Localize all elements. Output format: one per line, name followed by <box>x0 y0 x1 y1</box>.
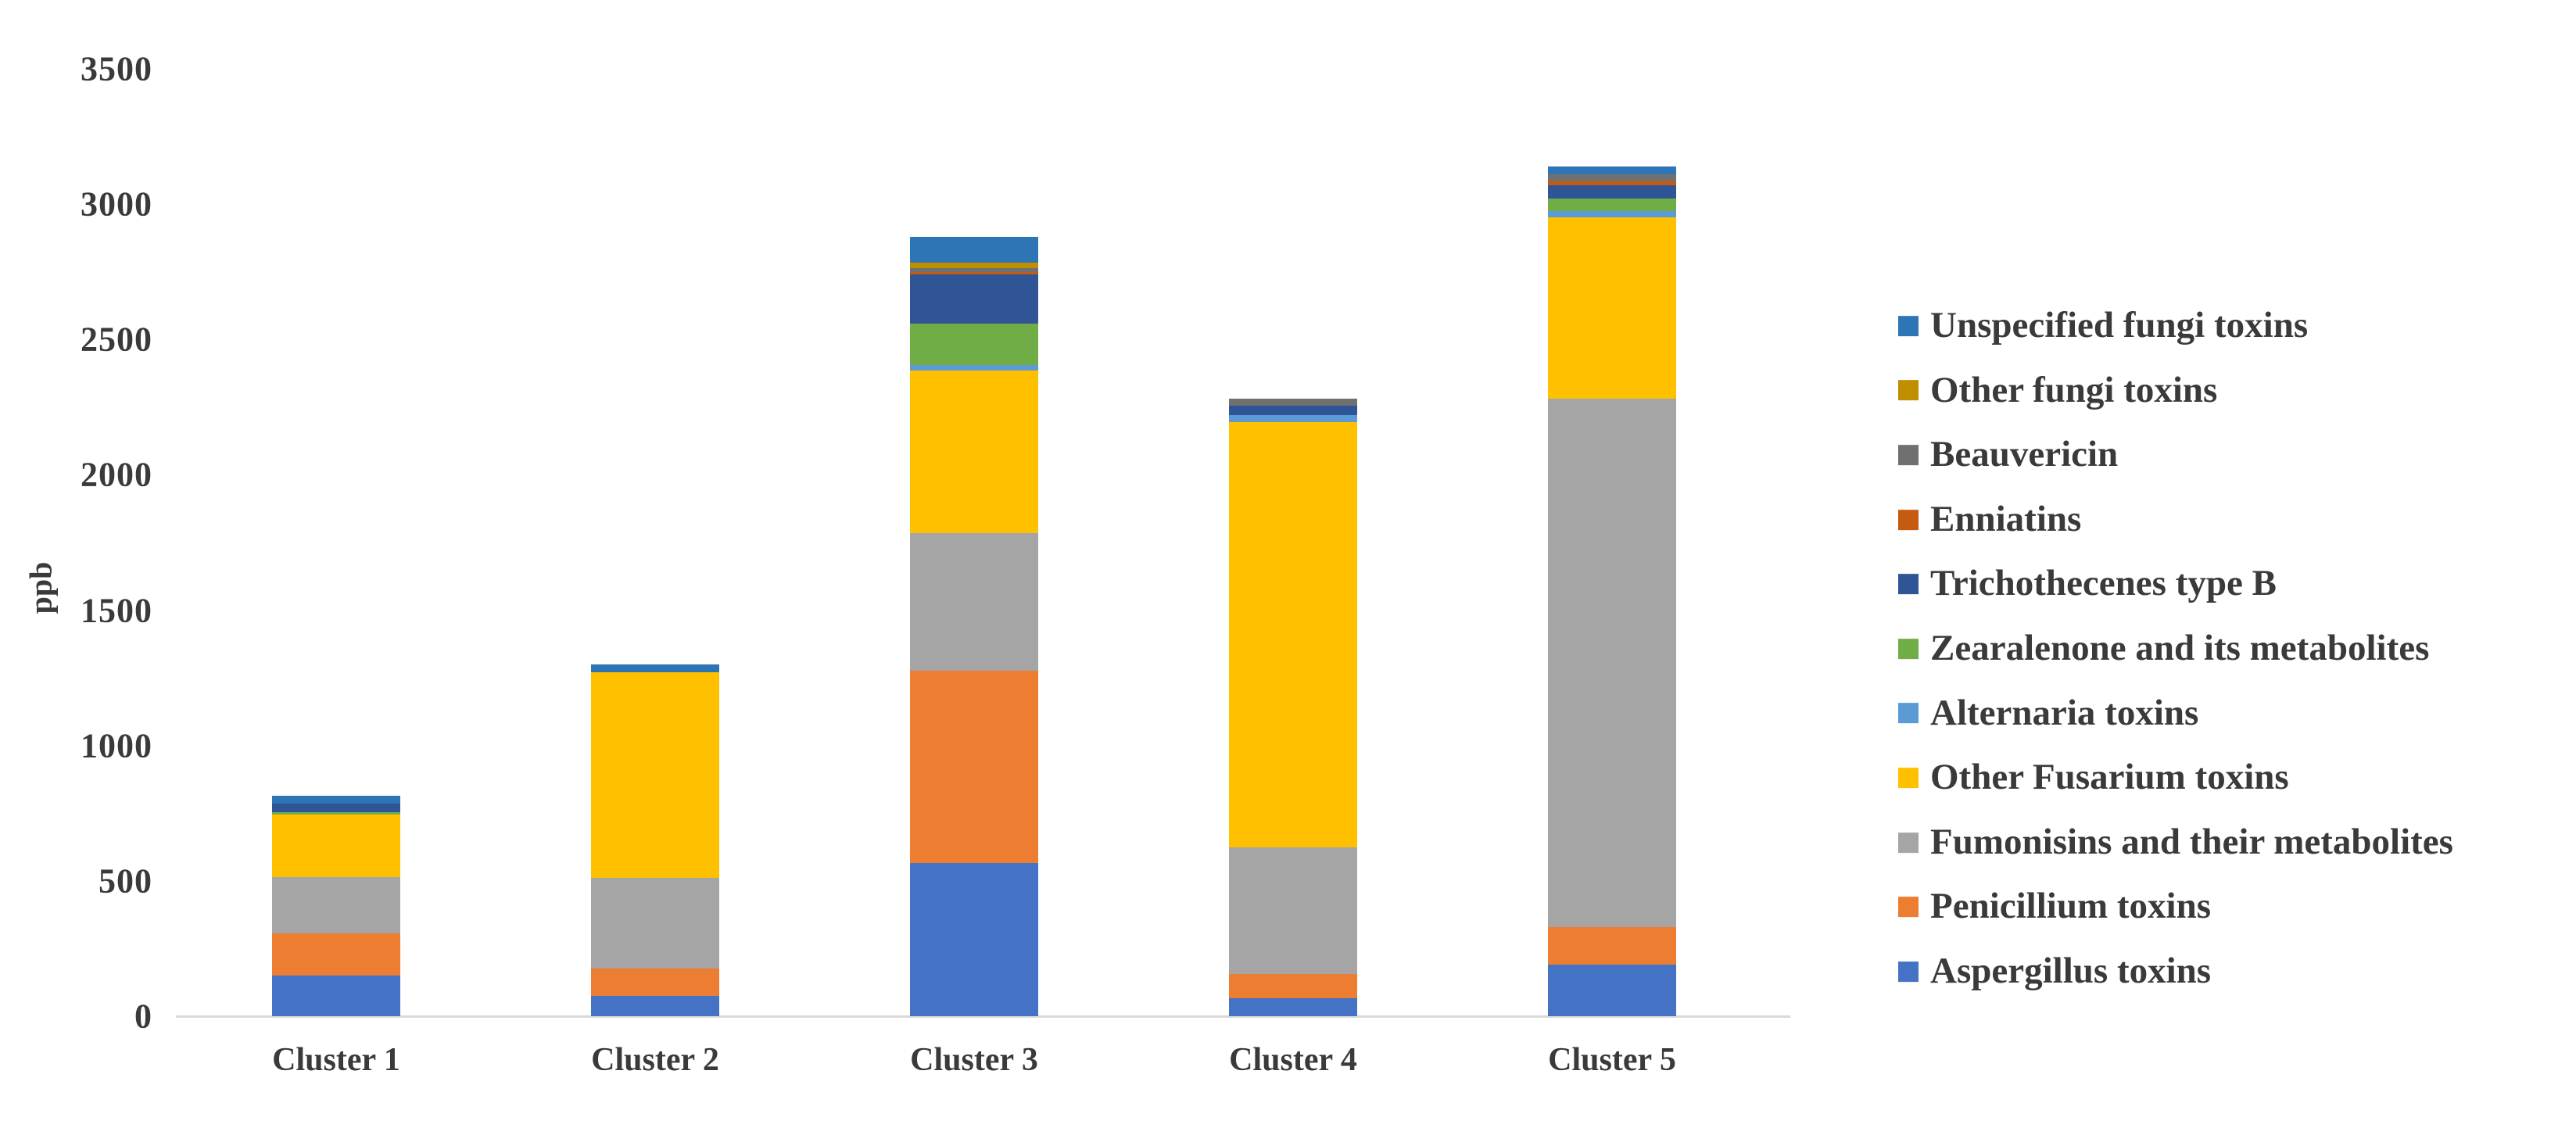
bar-segment <box>591 878 719 969</box>
bar-segment <box>910 274 1038 324</box>
x-axis-line <box>176 1015 1790 1018</box>
x-category-label: Cluster 2 <box>591 1042 719 1078</box>
legend-item: Trichothecenes type B <box>1898 564 2277 605</box>
bar-segment <box>1229 998 1357 1016</box>
legend-item: Unspecified fungi toxins <box>1898 305 2309 346</box>
legend-swatch <box>1898 768 1919 789</box>
legend-swatch <box>1898 574 1919 595</box>
y-tick-label: 3500 <box>81 49 152 88</box>
legend-item: Fumonisins and their metabolites <box>1898 822 2453 863</box>
bar-segment <box>1548 926 1676 965</box>
legend-item: Alternaria toxins <box>1898 693 2198 734</box>
bar-segment <box>1548 166 1676 175</box>
legend-label: Zearalenone and its metabolites <box>1930 628 2430 669</box>
legend-item: Beauvericin <box>1898 435 2118 475</box>
bar-segment <box>1229 399 1357 406</box>
legend-label: Unspecified fungi toxins <box>1930 305 2309 346</box>
bar-segment <box>910 271 1038 275</box>
x-category-label: Cluster 4 <box>1229 1042 1357 1078</box>
bar-segment <box>591 969 719 997</box>
y-tick-label: 0 <box>134 997 152 1036</box>
bar-segment <box>910 532 1038 671</box>
bar-segment <box>272 876 400 934</box>
x-category-label: Cluster 3 <box>910 1042 1038 1078</box>
bar-segment <box>910 236 1038 263</box>
bar-segment <box>910 371 1038 533</box>
legend-swatch <box>1898 380 1919 401</box>
y-tick-label: 1500 <box>81 591 152 630</box>
bar-segment <box>1229 974 1357 999</box>
legend-swatch <box>1898 703 1919 724</box>
bar-segment <box>591 672 719 879</box>
legend-label: Enniatins <box>1930 498 2082 539</box>
legend-swatch <box>1898 961 1919 982</box>
bar-segment <box>1548 399 1676 927</box>
bar-segment <box>910 262 1038 268</box>
legend-label: Aspergillus toxins <box>1930 951 2212 992</box>
x-category-label: Cluster 5 <box>1548 1042 1676 1078</box>
legend-swatch <box>1898 897 1919 918</box>
legend-label: Other fungi toxins <box>1930 369 2218 410</box>
legend-item: Zearalenone and its metabolites <box>1898 628 2429 669</box>
y-tick-label: 1000 <box>81 726 152 765</box>
legend-label: Trichothecenes type B <box>1930 563 2277 604</box>
legend-item: Penicillium toxins <box>1898 886 2212 928</box>
bar-segment <box>1548 174 1676 181</box>
bar-segment <box>272 976 400 1016</box>
bar-segment <box>1548 199 1676 211</box>
legend-item: Other Fusarium toxins <box>1898 757 2289 798</box>
y-tick-label: 2000 <box>81 455 152 494</box>
legend-item: Other fungi toxins <box>1898 369 2218 411</box>
bar-segment <box>272 815 400 877</box>
bar-segment <box>1229 847 1357 975</box>
y-tick-label: 3000 <box>81 184 152 224</box>
bar-segment <box>1548 184 1676 199</box>
bar-segment <box>272 804 400 812</box>
bar-segment <box>1548 181 1676 185</box>
bar-segment <box>272 811 400 815</box>
bar-segment <box>272 933 400 976</box>
y-tick-label: 500 <box>99 861 152 900</box>
bar-segment <box>910 323 1038 366</box>
bar-segment <box>910 267 1038 272</box>
legend-label: Alternaria toxins <box>1930 692 2199 733</box>
bar-segment <box>910 863 1038 1016</box>
legend-swatch <box>1898 639 1919 659</box>
bar-segment <box>1229 421 1357 847</box>
bar-segment <box>1548 217 1676 399</box>
bar-segment <box>1229 406 1357 416</box>
legend-label: Penicillium toxins <box>1930 886 2212 927</box>
legend-swatch <box>1898 316 1919 336</box>
legend-label: Other Fusarium toxins <box>1930 757 2289 798</box>
legend-label: Fumonisins and their metabolites <box>1930 821 2453 862</box>
bar-segment <box>1548 210 1676 218</box>
x-category-label: Cluster 1 <box>272 1042 400 1078</box>
legend-label: Beauvericin <box>1930 434 2119 475</box>
bar-segment <box>591 664 719 673</box>
legend-item: Enniatins <box>1898 499 2081 540</box>
legend-swatch <box>1898 509 1919 530</box>
legend-swatch <box>1898 832 1919 853</box>
legend-swatch <box>1898 445 1919 466</box>
bar-segment <box>910 671 1038 864</box>
bar-segment <box>272 795 400 804</box>
bar-segment <box>1229 415 1357 422</box>
y-tick-label: 2500 <box>81 320 152 359</box>
bar-segment <box>910 365 1038 371</box>
bar-segment <box>591 996 719 1016</box>
bar-segment <box>1548 965 1676 1016</box>
legend-item: Aspergillus toxins <box>1898 951 2211 992</box>
